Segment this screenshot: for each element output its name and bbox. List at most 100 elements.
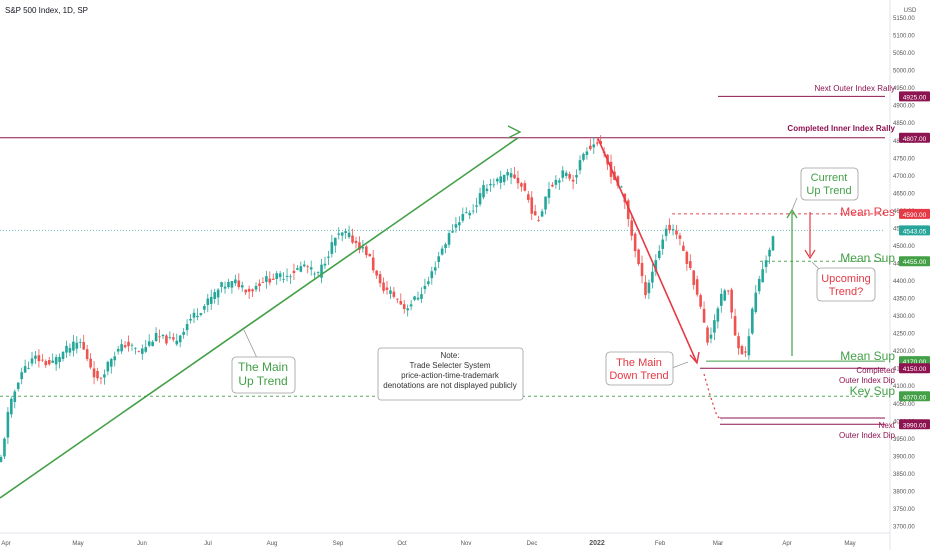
price-tick-label: 4100.00 <box>893 384 915 390</box>
time-axis-label: May <box>72 541 83 547</box>
candle-body <box>637 249 640 265</box>
candle-body <box>37 355 41 362</box>
candle-body <box>530 197 534 214</box>
candle-body <box>6 411 10 438</box>
candle-body <box>78 341 82 343</box>
candle-body <box>189 318 192 321</box>
candle-body <box>30 358 34 364</box>
candle-body <box>96 370 99 379</box>
candle-body <box>178 335 182 343</box>
candle-body <box>451 231 454 233</box>
candle-body <box>302 264 306 267</box>
candle-body <box>564 172 568 177</box>
key-sup-label: Key Sup <box>850 384 896 398</box>
candle-body <box>544 196 547 210</box>
price-tick-label: 3800.00 <box>893 489 915 495</box>
time-axis-label: Jun <box>137 541 147 547</box>
candle-body <box>620 186 623 188</box>
candle-body <box>768 249 771 257</box>
candle-body <box>34 355 37 359</box>
time-axis-label: Mar <box>713 541 723 547</box>
candle-body <box>368 253 372 257</box>
candle-body <box>227 282 230 288</box>
price-tick-label: 4200.00 <box>893 349 915 355</box>
candle-body <box>575 174 578 178</box>
candle-body <box>130 344 134 346</box>
candle-body <box>647 282 651 294</box>
candle-body <box>27 368 30 369</box>
candle-body <box>723 290 727 301</box>
candle-body <box>558 180 561 183</box>
candle-body <box>427 281 430 285</box>
candle-body <box>271 278 275 280</box>
candle-body <box>416 297 420 300</box>
candle-body <box>626 200 630 220</box>
candle-body <box>402 304 406 309</box>
candle-body <box>382 282 385 291</box>
candles <box>0 135 775 463</box>
price-tag <box>899 91 930 102</box>
candle-body <box>54 357 58 365</box>
candle-body <box>347 232 351 238</box>
candle-body <box>633 233 637 252</box>
candle-body <box>771 236 775 251</box>
price-tag-label: 3990.00 <box>903 422 927 429</box>
candle-body <box>561 170 565 178</box>
candle-body <box>423 285 427 290</box>
candle-body <box>316 272 320 273</box>
candle-body <box>420 294 423 299</box>
candle-body <box>275 273 279 280</box>
candle-body <box>513 174 516 179</box>
candle-body <box>578 160 582 171</box>
next-outer-rally-label: Next Outer Index Rally <box>815 84 895 93</box>
price-tick-label: 4850.00 <box>893 121 915 127</box>
candle-body <box>482 185 485 198</box>
main-down-trend-line <box>597 138 698 364</box>
level-lines <box>0 95 885 425</box>
candle-body <box>726 290 730 292</box>
price-tick-label: 4250.00 <box>893 332 915 338</box>
trend-lines <box>0 137 700 499</box>
price-tag-label: 4150.00 <box>903 366 927 373</box>
candle-body <box>0 457 3 462</box>
candle-body <box>585 151 589 155</box>
candle-body <box>409 304 413 307</box>
candle-body <box>123 345 127 348</box>
candle-body <box>354 240 358 244</box>
candle-body <box>744 351 747 353</box>
mean-res-label: Mean Res <box>840 205 895 219</box>
candle-body <box>216 289 220 298</box>
candle-body <box>499 176 503 183</box>
price-tick-label: 4900.00 <box>893 104 915 110</box>
candle-body <box>72 341 75 351</box>
candle-body <box>533 211 537 216</box>
candle-body <box>485 188 489 192</box>
price-tag-label: 4807.00 <box>903 136 927 143</box>
candle-body <box>592 144 596 148</box>
candle-body <box>85 349 89 360</box>
price-tag <box>899 419 930 430</box>
candle-body <box>509 173 513 178</box>
candle-body <box>144 347 148 352</box>
candle-body <box>651 271 654 283</box>
candle-body <box>165 335 168 344</box>
candle-body <box>351 235 354 243</box>
candle-body <box>289 276 292 278</box>
candle-body <box>16 382 20 390</box>
price-tick-label: 3750.00 <box>893 507 915 513</box>
candle-body <box>458 222 461 226</box>
candle-body <box>582 153 585 160</box>
down-trend-arrowhead <box>689 351 700 365</box>
price-tick-label: 5150.00 <box>893 16 915 22</box>
candle-body <box>464 212 468 214</box>
candle-body <box>44 361 48 366</box>
candle-body <box>209 296 213 304</box>
candle-body <box>430 271 434 279</box>
upcoming-trend-arrowhead <box>804 249 816 260</box>
time-axis-label: Oct <box>397 541 407 547</box>
candle-body <box>127 341 130 347</box>
price-tick-label: 3900.00 <box>893 454 915 460</box>
candle-body <box>495 178 499 182</box>
candle-body <box>751 308 754 334</box>
